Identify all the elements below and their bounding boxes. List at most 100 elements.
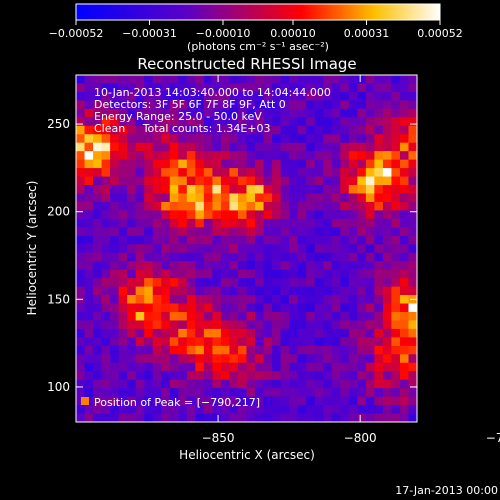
heatmap-cell bbox=[203, 151, 213, 161]
heatmap-cell bbox=[391, 303, 401, 313]
heatmap-cell bbox=[93, 371, 102, 381]
heatmap-cell bbox=[365, 75, 375, 84]
heatmap-cell bbox=[348, 91, 358, 101]
heatmap-cell bbox=[195, 371, 205, 381]
heatmap-cell bbox=[323, 320, 333, 330]
heatmap-cell bbox=[135, 269, 145, 279]
heatmap-cell bbox=[391, 91, 401, 101]
colorbar-tick-label: −0.00010 bbox=[196, 27, 251, 40]
heatmap-cell bbox=[76, 413, 85, 422]
heatmap-cell bbox=[246, 201, 256, 211]
heatmap-cell bbox=[306, 311, 316, 321]
colorbar-tick-label: 0.00010 bbox=[270, 27, 316, 40]
colorbar bbox=[75, 3, 441, 21]
heatmap-cell bbox=[110, 117, 120, 127]
heatmap-cell bbox=[365, 125, 375, 135]
heatmap-cell bbox=[374, 218, 384, 228]
heatmap-cell bbox=[186, 362, 196, 372]
heatmap-cell bbox=[280, 252, 290, 262]
heatmap-cell bbox=[152, 396, 162, 406]
heatmap-cell bbox=[306, 159, 316, 169]
heatmap-cell bbox=[340, 108, 350, 118]
heatmap-cell bbox=[203, 371, 213, 381]
heatmap-cell bbox=[272, 100, 281, 110]
heatmap-cell bbox=[246, 91, 256, 101]
heatmap-cell bbox=[212, 278, 222, 287]
heatmap-cell bbox=[76, 108, 85, 118]
heatmap-cell bbox=[84, 286, 94, 296]
heatmap-cell bbox=[212, 286, 222, 296]
heatmap-cell bbox=[399, 83, 409, 93]
heatmap-cell bbox=[408, 244, 417, 254]
heatmap-cell bbox=[374, 278, 384, 287]
heatmap-cell bbox=[93, 252, 102, 262]
heatmap-cell bbox=[178, 388, 188, 398]
heatmap-cell bbox=[374, 159, 384, 169]
heatmap-cell bbox=[382, 388, 392, 398]
heatmap-cell bbox=[144, 75, 154, 84]
heatmap-cell bbox=[399, 125, 409, 135]
heatmap-cell bbox=[178, 345, 188, 355]
heatmap-cell bbox=[246, 303, 256, 313]
heatmap-cell bbox=[76, 168, 85, 177]
heatmap-cell bbox=[289, 142, 299, 152]
heatmap-cell bbox=[399, 185, 409, 194]
heatmap-cell bbox=[93, 261, 102, 271]
heatmap-cell bbox=[127, 201, 137, 211]
heatmap-cell bbox=[127, 193, 137, 203]
heatmap-cell bbox=[220, 218, 230, 228]
heatmap-cell bbox=[229, 100, 239, 110]
heatmap-cell bbox=[263, 151, 273, 161]
heatmap-cell bbox=[399, 295, 409, 304]
heatmap-cell bbox=[399, 91, 409, 101]
heatmap-cell bbox=[93, 125, 102, 135]
heatmap-cell bbox=[76, 117, 85, 127]
heatmap-cell bbox=[127, 91, 137, 101]
heatmap-cell bbox=[306, 142, 316, 152]
heatmap-cell bbox=[246, 142, 256, 152]
heatmap-cell bbox=[76, 337, 85, 347]
heatmap-cell bbox=[365, 261, 375, 271]
heatmap-cell bbox=[246, 269, 256, 279]
heatmap-cell bbox=[229, 227, 239, 237]
heatmap-cell bbox=[340, 388, 350, 398]
heatmap-cell bbox=[289, 210, 299, 220]
heatmap-cell bbox=[399, 388, 409, 398]
heatmap-cell bbox=[212, 83, 222, 93]
heatmap-cell bbox=[374, 252, 384, 262]
heatmap-cell bbox=[186, 286, 196, 296]
heatmap-cell bbox=[391, 311, 401, 321]
heatmap-cell bbox=[314, 295, 324, 304]
heatmap-cell bbox=[399, 311, 409, 321]
heatmap-cell bbox=[212, 413, 222, 422]
heatmap-cell bbox=[382, 117, 392, 127]
heatmap-cell bbox=[391, 227, 401, 237]
heatmap-cell bbox=[118, 320, 128, 330]
heatmap-cell bbox=[280, 311, 290, 321]
heatmap-cell bbox=[408, 168, 417, 177]
heatmap-cell bbox=[144, 295, 154, 304]
heatmap-cell bbox=[289, 83, 299, 93]
heatmap-cell bbox=[391, 337, 401, 347]
heatmap-cell bbox=[399, 134, 409, 144]
heatmap-cell bbox=[135, 371, 145, 381]
heatmap-cell bbox=[382, 328, 392, 338]
heatmap-cell bbox=[306, 134, 316, 144]
heatmap-cell bbox=[84, 371, 94, 381]
heatmap-cell bbox=[152, 142, 162, 152]
colorbar-tick-label: 0.00052 bbox=[417, 27, 463, 40]
heatmap-cell bbox=[374, 286, 384, 296]
heatmap-cell bbox=[220, 151, 230, 161]
heatmap-cell bbox=[118, 151, 128, 161]
heatmap-cell bbox=[246, 295, 256, 304]
heatmap-cell bbox=[178, 176, 188, 186]
heatmap-cell bbox=[101, 176, 111, 186]
heatmap-cell bbox=[152, 337, 162, 347]
heatmap-cell bbox=[263, 83, 273, 93]
heatmap-cell bbox=[84, 252, 94, 262]
heatmap-cell bbox=[161, 142, 171, 152]
heatmap-cell bbox=[399, 227, 409, 237]
heatmap-cell bbox=[237, 379, 247, 389]
heatmap-cell bbox=[127, 388, 137, 398]
